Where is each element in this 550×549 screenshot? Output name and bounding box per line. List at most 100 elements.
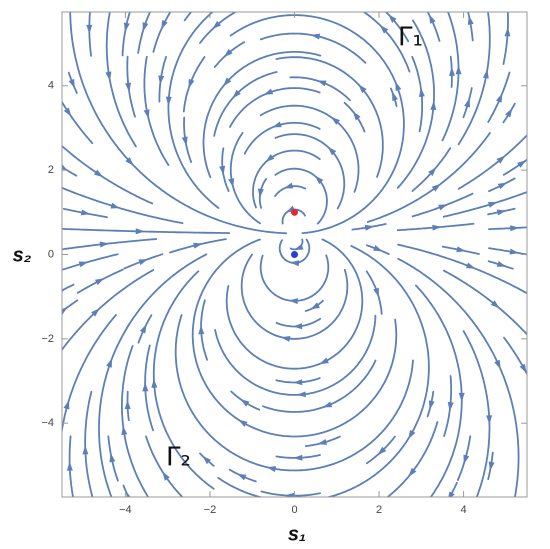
stream-arrow — [509, 248, 519, 255]
streamline — [457, 12, 491, 146]
stream-arrow — [99, 241, 109, 248]
stream-arrow — [429, 14, 436, 24]
stream-arrow — [482, 69, 489, 79]
stream-arrow — [317, 439, 328, 445]
streamline — [213, 71, 278, 137]
streamline — [183, 12, 193, 22]
stream-arrow — [293, 454, 303, 461]
streamlines — [62, 12, 527, 497]
stream-arrow — [66, 461, 73, 471]
stream-arrow — [331, 117, 340, 125]
streamline — [225, 238, 364, 370]
streamline — [343, 101, 366, 133]
stream-arrow — [467, 15, 474, 25]
stream-arrow — [162, 471, 170, 481]
stream-arrow — [496, 93, 503, 103]
stream-arrow — [124, 400, 131, 410]
stream-arrow — [237, 473, 247, 481]
annotation: Γ₂ — [166, 443, 191, 473]
stream-arrow — [494, 359, 501, 370]
stream-arrow — [78, 261, 89, 268]
stream-arrow — [219, 165, 226, 176]
streamline — [62, 269, 155, 352]
stream-arrow — [432, 224, 442, 231]
stream-arrow — [488, 461, 495, 471]
stream-arrow — [198, 325, 205, 335]
stream-arrow — [408, 467, 417, 477]
streamline — [462, 330, 491, 497]
y-axis-label: s₂ — [13, 244, 32, 266]
point — [291, 251, 298, 258]
stream-arrow — [352, 111, 361, 121]
stream-arrow — [240, 399, 250, 407]
stream-arrow — [448, 491, 455, 497]
stream-arrow — [228, 178, 235, 188]
stream-arrow — [496, 209, 507, 216]
streamline — [415, 284, 463, 497]
stream-arrow — [364, 224, 375, 231]
stream-arrow — [373, 245, 383, 252]
stream-arrow — [123, 22, 130, 32]
stream-arrow — [126, 491, 131, 497]
x-tick-label: −2 — [204, 504, 217, 516]
stream-arrow — [392, 91, 398, 102]
stream-arrow — [135, 228, 145, 235]
streamline — [274, 133, 346, 210]
stream-arrow — [151, 378, 158, 388]
stream-arrow — [125, 157, 134, 166]
stream-arrow — [487, 201, 498, 208]
streamline — [274, 167, 328, 225]
stream-arrow — [317, 80, 327, 87]
x-tick-label: 4 — [461, 504, 467, 516]
streamline — [137, 12, 151, 54]
streamline — [62, 283, 75, 292]
stream-arrow — [232, 89, 241, 99]
stream-arrow — [109, 453, 116, 463]
stream-arrow — [94, 278, 105, 286]
stream-arrow — [165, 96, 172, 106]
stream-arrow — [110, 202, 120, 209]
stream-arrow — [496, 261, 507, 267]
stream-arrow — [188, 78, 195, 89]
stream-arrow — [143, 109, 150, 119]
streamline — [229, 14, 405, 234]
stream-arrow — [293, 379, 303, 386]
stream-arrow — [465, 262, 476, 269]
stream-arrow — [497, 182, 508, 190]
stream-arrow — [504, 27, 511, 37]
stream-arrow — [428, 400, 435, 410]
stream-arrow — [289, 260, 300, 267]
stream-arrow — [223, 48, 233, 58]
stream-arrow — [388, 14, 397, 23]
streamline — [122, 484, 130, 497]
stream-arrow — [327, 146, 337, 156]
stream-arrow — [265, 154, 275, 163]
stream-arrow — [496, 155, 506, 164]
stream-arrow — [62, 163, 68, 171]
stream-arrow — [93, 169, 104, 178]
stream-arrow — [490, 300, 500, 309]
streamline — [182, 56, 206, 113]
stream-arrow — [408, 429, 416, 440]
streamline — [262, 359, 377, 413]
y-tick-label: 2 — [48, 164, 54, 176]
stream-arrow — [438, 204, 448, 211]
stream-arrow — [319, 357, 329, 365]
x-tick-label: 2 — [376, 504, 382, 516]
stream-arrow — [458, 392, 465, 402]
stream-arrow — [449, 66, 456, 76]
stream-arrow — [202, 455, 212, 465]
stream-arrow — [266, 466, 277, 472]
stream-arrow — [377, 446, 387, 455]
stream-arrow — [82, 445, 89, 455]
stream-arrow — [428, 167, 437, 176]
stream-arrow — [193, 242, 203, 249]
stream-arrow — [138, 259, 148, 266]
stream-arrow — [373, 287, 379, 298]
stream-arrow — [296, 391, 306, 398]
x-axis-label: s₁ — [288, 523, 306, 545]
stream-arrow — [121, 425, 128, 436]
streamline — [121, 12, 131, 57]
stream-arrow — [379, 25, 389, 34]
